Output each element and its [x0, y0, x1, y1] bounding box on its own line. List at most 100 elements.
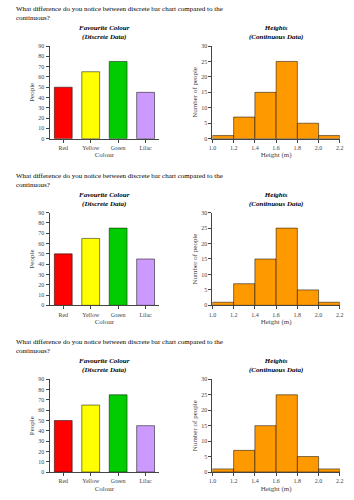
svg-text:Favourite Colour(Discrete Data: Favourite Colour(Discrete Data) [79, 357, 130, 374]
svg-text:80: 80 [38, 53, 44, 59]
svg-text:1.0: 1.0 [209, 145, 217, 151]
svg-text:60: 60 [38, 407, 44, 413]
svg-text:1.0: 1.0 [209, 312, 217, 318]
svg-text:Yellow: Yellow [82, 312, 100, 318]
svg-text:Number of people: Number of people [191, 234, 199, 285]
svg-text:40: 40 [38, 261, 44, 267]
svg-text:40: 40 [38, 95, 44, 101]
svg-text:What difference do you notice: What difference do you notice between di… [16, 338, 223, 355]
svg-text:Number of people: Number of people [191, 67, 199, 118]
svg-text:2.2: 2.2 [336, 312, 344, 318]
svg-text:Lilac: Lilac [139, 312, 152, 318]
svg-text:Red: Red [58, 145, 68, 151]
svg-text:30: 30 [201, 43, 207, 49]
svg-text:1.8: 1.8 [294, 478, 302, 484]
svg-text:30: 30 [201, 210, 207, 216]
svg-text:20: 20 [201, 241, 207, 247]
svg-text:50: 50 [38, 418, 44, 424]
svg-text:0: 0 [41, 469, 44, 475]
svg-text:People: People [28, 416, 36, 435]
svg-text:What difference do you notice: What difference do you notice between di… [16, 5, 223, 22]
svg-text:70: 70 [38, 230, 44, 236]
svg-text:1.4: 1.4 [251, 478, 259, 484]
svg-text:0: 0 [204, 136, 207, 142]
svg-text:People: People [28, 83, 36, 102]
svg-text:Green: Green [111, 312, 126, 318]
svg-text:1.6: 1.6 [272, 312, 280, 318]
svg-text:0: 0 [204, 469, 207, 475]
svg-text:70: 70 [38, 397, 44, 403]
svg-text:2.0: 2.0 [315, 312, 323, 318]
svg-text:Yellow: Yellow [82, 478, 100, 484]
svg-text:Heights(Continuous Data): Heights(Continuous Data) [249, 191, 303, 208]
svg-text:Number of people: Number of people [191, 400, 199, 451]
svg-text:30: 30 [38, 438, 44, 444]
svg-text:People: People [28, 249, 36, 268]
svg-text:10: 10 [38, 125, 44, 131]
svg-text:90: 90 [38, 43, 44, 49]
svg-text:1.2: 1.2 [230, 145, 238, 151]
svg-text:Lilac: Lilac [139, 478, 152, 484]
svg-text:Favourite Colour(Discrete Data: Favourite Colour(Discrete Data) [79, 24, 130, 41]
svg-text:40: 40 [38, 428, 44, 434]
svg-text:2.2: 2.2 [336, 145, 344, 151]
svg-text:Green: Green [111, 145, 126, 151]
svg-text:50: 50 [38, 251, 44, 257]
svg-text:90: 90 [38, 210, 44, 216]
svg-text:0: 0 [41, 302, 44, 308]
svg-text:10: 10 [38, 459, 44, 465]
svg-text:5: 5 [204, 454, 207, 460]
svg-text:20: 20 [38, 449, 44, 455]
svg-text:1.6: 1.6 [272, 478, 280, 484]
svg-text:90: 90 [38, 376, 44, 382]
svg-text:2.0: 2.0 [315, 145, 323, 151]
svg-text:Height (m): Height (m) [261, 485, 293, 493]
svg-text:Height (m): Height (m) [261, 151, 293, 159]
svg-text:15: 15 [201, 423, 207, 429]
svg-text:Red: Red [58, 312, 68, 318]
svg-text:Favourite Colour(Discrete Data: Favourite Colour(Discrete Data) [79, 191, 130, 208]
svg-text:2.2: 2.2 [336, 478, 344, 484]
svg-text:30: 30 [38, 105, 44, 111]
svg-text:50: 50 [38, 84, 44, 90]
svg-text:1.4: 1.4 [251, 312, 259, 318]
svg-text:5: 5 [204, 120, 207, 126]
svg-text:Green: Green [111, 478, 126, 484]
svg-text:Colour: Colour [95, 485, 115, 493]
svg-text:Colour: Colour [95, 151, 115, 159]
svg-text:5: 5 [204, 287, 207, 293]
svg-text:0: 0 [41, 136, 44, 142]
svg-text:Red: Red [58, 478, 68, 484]
svg-text:80: 80 [38, 387, 44, 393]
svg-text:70: 70 [38, 64, 44, 70]
svg-text:Height (m): Height (m) [261, 318, 293, 326]
svg-text:60: 60 [38, 74, 44, 80]
svg-text:1.2: 1.2 [230, 478, 238, 484]
svg-text:1.2: 1.2 [230, 312, 238, 318]
svg-text:15: 15 [201, 256, 207, 262]
svg-text:10: 10 [201, 438, 207, 444]
svg-text:1.8: 1.8 [294, 312, 302, 318]
svg-text:What difference do you notice: What difference do you notice between di… [16, 172, 223, 189]
svg-text:10: 10 [201, 105, 207, 111]
svg-text:60: 60 [38, 241, 44, 247]
svg-text:25: 25 [201, 392, 207, 398]
svg-text:25: 25 [201, 59, 207, 65]
svg-text:30: 30 [38, 272, 44, 278]
svg-text:20: 20 [38, 282, 44, 288]
svg-text:80: 80 [38, 220, 44, 226]
svg-text:Yellow: Yellow [82, 145, 100, 151]
svg-text:10: 10 [201, 272, 207, 278]
svg-text:30: 30 [201, 376, 207, 382]
svg-text:Heights(Continuous Data): Heights(Continuous Data) [249, 357, 303, 374]
svg-text:1.8: 1.8 [294, 145, 302, 151]
svg-text:20: 20 [38, 115, 44, 121]
svg-text:2.0: 2.0 [315, 478, 323, 484]
svg-text:20: 20 [201, 74, 207, 80]
svg-text:Heights(Continuous Data): Heights(Continuous Data) [249, 24, 303, 41]
svg-text:25: 25 [201, 225, 207, 231]
svg-text:0: 0 [204, 302, 207, 308]
svg-text:1.4: 1.4 [251, 145, 259, 151]
svg-text:1.6: 1.6 [272, 145, 280, 151]
svg-text:1.0: 1.0 [209, 478, 217, 484]
